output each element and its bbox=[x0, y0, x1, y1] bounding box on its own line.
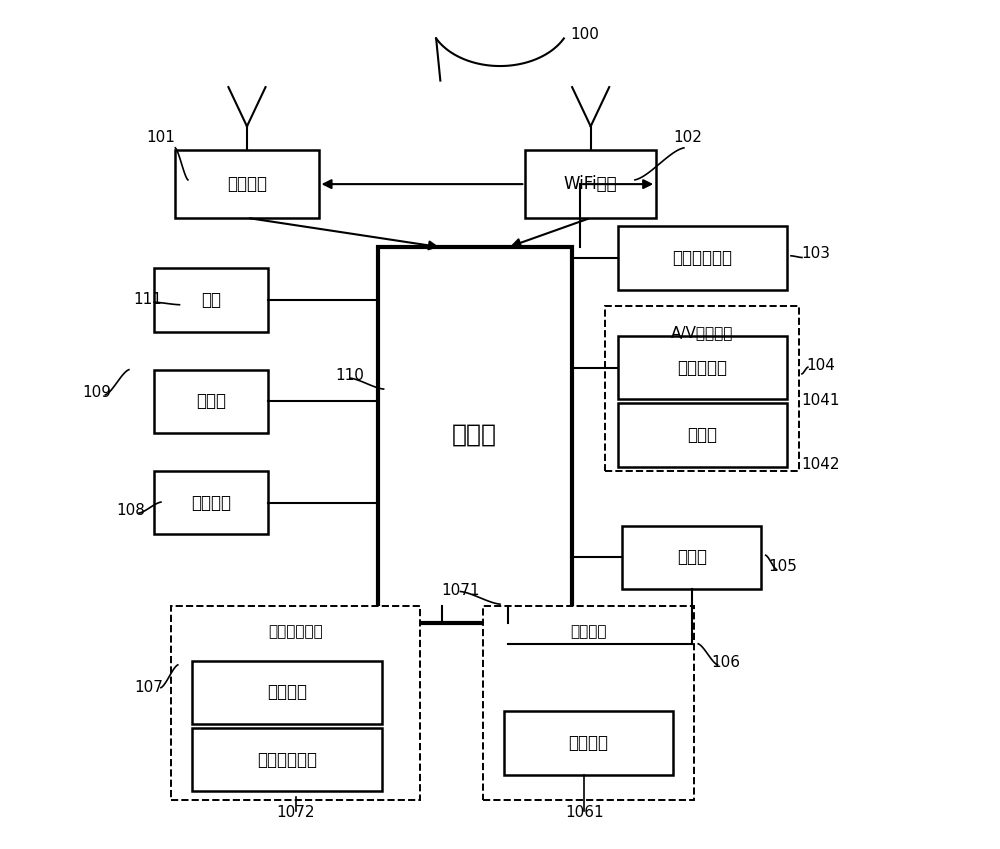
Text: 麦克风: 麦克风 bbox=[687, 426, 717, 444]
Text: 传感器: 传感器 bbox=[677, 548, 707, 566]
Text: 1042: 1042 bbox=[801, 457, 840, 472]
FancyBboxPatch shape bbox=[504, 711, 673, 774]
Text: WiFi模块: WiFi模块 bbox=[564, 175, 617, 193]
FancyBboxPatch shape bbox=[525, 150, 656, 218]
Text: 102: 102 bbox=[674, 130, 703, 145]
Text: 111: 111 bbox=[133, 292, 162, 307]
Text: 接口单元: 接口单元 bbox=[191, 493, 231, 511]
FancyBboxPatch shape bbox=[171, 606, 420, 800]
Text: 100: 100 bbox=[570, 27, 599, 42]
Text: 处理器: 处理器 bbox=[452, 423, 497, 447]
Text: 音频输出单元: 音频输出单元 bbox=[672, 249, 732, 267]
Text: 用户输入单元: 用户输入单元 bbox=[268, 624, 323, 639]
Text: 存储器: 存储器 bbox=[196, 392, 226, 410]
Text: 108: 108 bbox=[116, 503, 145, 518]
Text: 107: 107 bbox=[134, 680, 163, 695]
FancyBboxPatch shape bbox=[622, 526, 761, 589]
Text: 1061: 1061 bbox=[565, 805, 604, 820]
Text: 图形处理器: 图形处理器 bbox=[677, 358, 727, 377]
Text: 103: 103 bbox=[802, 245, 831, 261]
Text: A/V输入单元: A/V输入单元 bbox=[671, 325, 734, 340]
FancyBboxPatch shape bbox=[618, 227, 787, 290]
Text: 1072: 1072 bbox=[277, 805, 315, 820]
Text: 105: 105 bbox=[768, 559, 797, 574]
FancyBboxPatch shape bbox=[154, 369, 268, 433]
FancyBboxPatch shape bbox=[605, 306, 799, 471]
FancyBboxPatch shape bbox=[618, 403, 787, 467]
Text: 电源: 电源 bbox=[201, 291, 221, 309]
Text: 1071: 1071 bbox=[441, 583, 480, 599]
FancyBboxPatch shape bbox=[192, 661, 382, 724]
FancyBboxPatch shape bbox=[483, 606, 694, 800]
Text: 110: 110 bbox=[335, 368, 364, 383]
Text: 101: 101 bbox=[146, 130, 175, 145]
FancyBboxPatch shape bbox=[154, 471, 268, 534]
Text: 显示单元: 显示单元 bbox=[570, 624, 607, 639]
Text: 触控面板: 触控面板 bbox=[267, 683, 307, 701]
Text: 显示面板: 显示面板 bbox=[569, 734, 609, 752]
FancyBboxPatch shape bbox=[154, 268, 268, 332]
Text: 1041: 1041 bbox=[801, 393, 840, 408]
FancyBboxPatch shape bbox=[378, 247, 572, 622]
FancyBboxPatch shape bbox=[618, 336, 787, 399]
FancyBboxPatch shape bbox=[175, 150, 319, 218]
Text: 射频单元: 射频单元 bbox=[227, 175, 267, 193]
Text: 106: 106 bbox=[712, 655, 741, 670]
Text: 104: 104 bbox=[806, 358, 835, 373]
Text: 其他输入设备: 其他输入设备 bbox=[257, 751, 317, 768]
FancyBboxPatch shape bbox=[192, 728, 382, 791]
Text: 109: 109 bbox=[82, 385, 111, 400]
